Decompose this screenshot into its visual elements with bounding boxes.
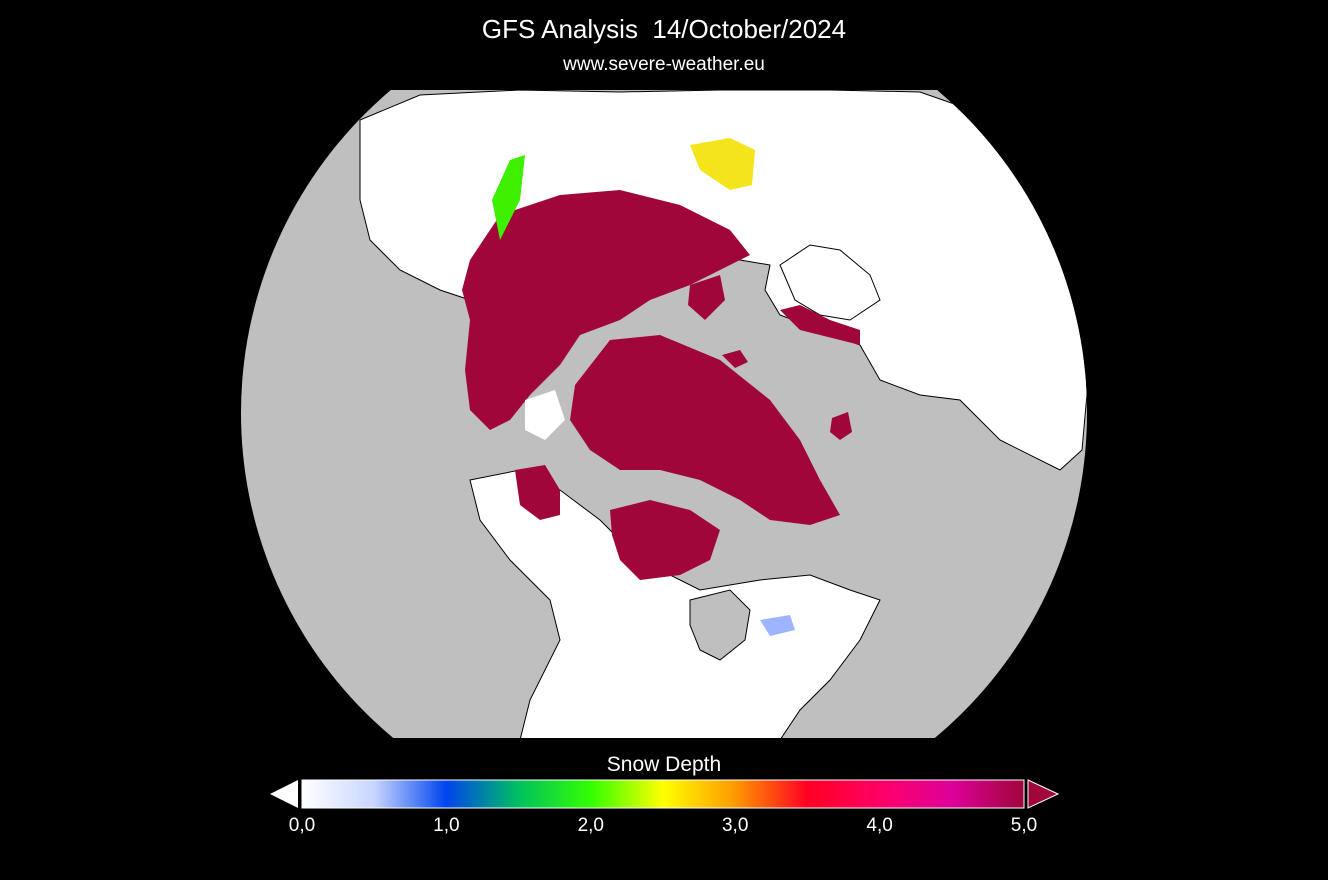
scandinavian-mountain-snow xyxy=(780,305,860,345)
colorbar-tick-label: 1,0 xyxy=(433,815,460,836)
canadian-archipelago-snow xyxy=(610,500,720,580)
colorbar xyxy=(270,779,1060,809)
colorbar-gradient xyxy=(301,779,1025,809)
colorbar-min-arrow xyxy=(270,780,298,808)
colorbar-tick-label: 5,0 xyxy=(1010,815,1038,836)
colorbar-tick-label: 3,0 xyxy=(721,815,749,836)
svalbard-snow xyxy=(722,350,748,368)
alaska-snow xyxy=(515,465,560,520)
colorbar-tick-label: 2,0 xyxy=(577,815,605,836)
colorbar-max-arrow xyxy=(1027,779,1060,809)
siberia-edge-green xyxy=(492,155,525,240)
map-title: GFS Analysis 14/October/2024 xyxy=(481,14,847,44)
hudson-light-snow xyxy=(760,615,795,636)
central-siberia-light-snow xyxy=(690,138,755,190)
iceland-snow xyxy=(830,412,852,440)
colorbar-tick-label: 0,0 xyxy=(288,815,316,836)
scandinavia-landmass xyxy=(779,244,881,321)
source-url: www.severe-weather.eu xyxy=(563,54,765,75)
greenland-snow xyxy=(570,335,840,525)
legend-title: Snow Depth xyxy=(606,753,722,776)
taymyr-snow xyxy=(688,275,725,320)
colorbar-tick-label: 4,0 xyxy=(866,815,893,836)
siberia-snow xyxy=(462,190,750,430)
arctic-white-patch xyxy=(525,390,565,440)
hudson-bay xyxy=(689,589,751,661)
